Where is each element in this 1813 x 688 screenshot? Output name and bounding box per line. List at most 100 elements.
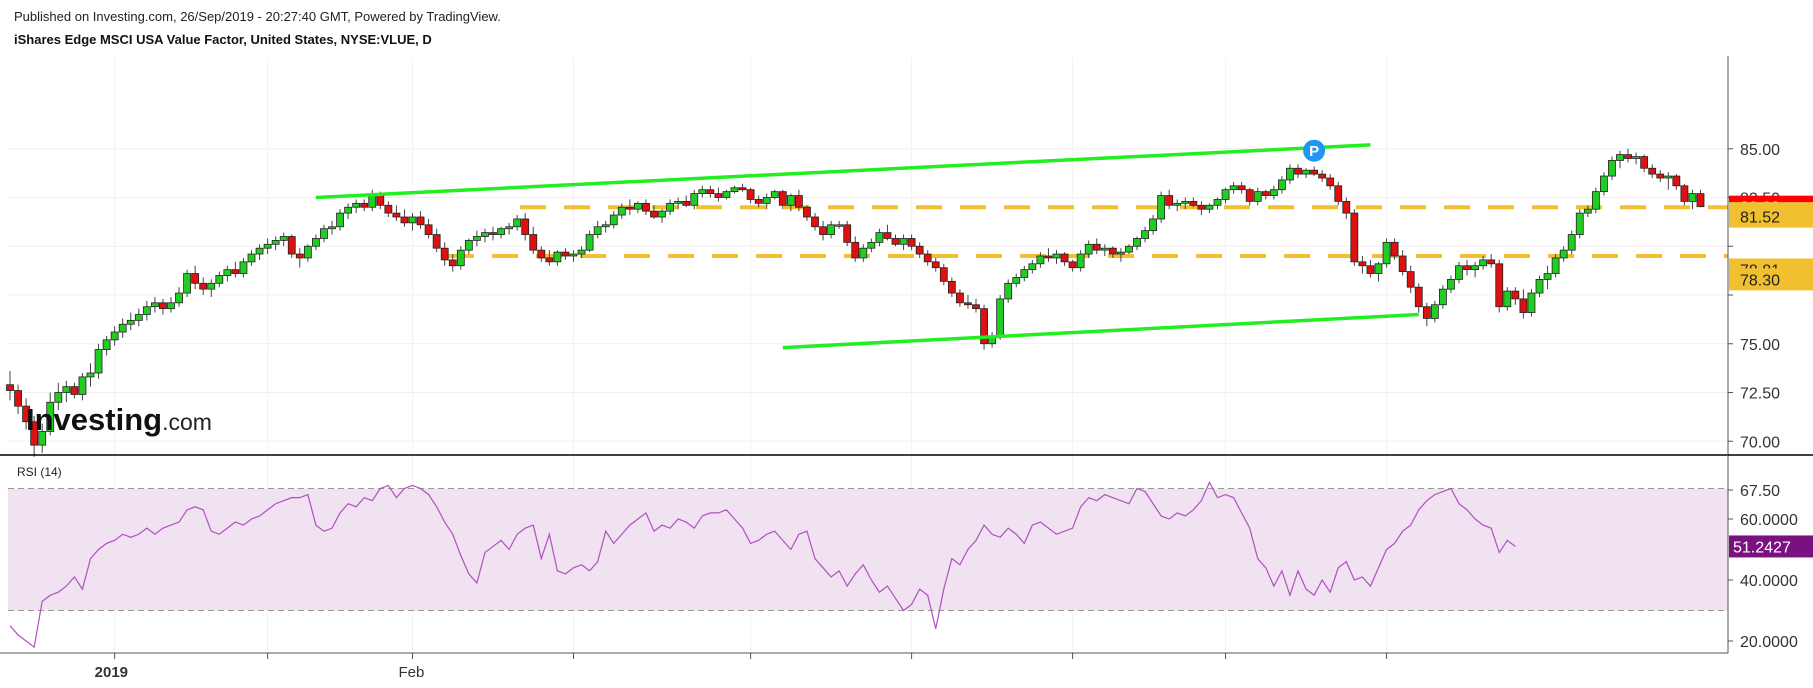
candle-down bbox=[972, 304, 980, 310]
candle-down bbox=[1414, 286, 1423, 308]
candle-down bbox=[1342, 200, 1351, 214]
candle-up bbox=[408, 216, 417, 224]
candle-up bbox=[1141, 230, 1149, 239]
candle-down bbox=[1487, 259, 1496, 265]
candle-up bbox=[167, 302, 175, 310]
candle-down bbox=[191, 273, 200, 284]
rsi-line bbox=[9, 481, 1516, 649]
candle-down bbox=[819, 226, 827, 235]
candle-up bbox=[1052, 253, 1061, 259]
candle-down bbox=[424, 224, 433, 235]
candle-up bbox=[102, 339, 111, 351]
candle-down bbox=[931, 261, 940, 269]
candle-up bbox=[1591, 191, 1600, 210]
candle-up bbox=[505, 226, 514, 230]
candle-down bbox=[1358, 261, 1367, 267]
candle-up bbox=[1471, 265, 1479, 271]
candle-up bbox=[1374, 263, 1383, 274]
instrument-title: iShares Edge MSCI USA Value Factor, Unit… bbox=[14, 32, 432, 47]
price-tick-label: 72.50 bbox=[1740, 386, 1780, 403]
candle-up bbox=[134, 314, 143, 321]
price-tick-label: 85.00 bbox=[1740, 142, 1780, 159]
candle-down bbox=[1060, 253, 1069, 263]
candle-down bbox=[1334, 185, 1343, 202]
candle-up bbox=[78, 376, 87, 395]
candle-up bbox=[1076, 253, 1085, 269]
candle-down bbox=[778, 191, 787, 206]
candle-down bbox=[1398, 255, 1407, 272]
candle-down bbox=[642, 202, 650, 212]
candle-up bbox=[1535, 278, 1544, 294]
candle-down bbox=[843, 224, 852, 243]
candle-down bbox=[746, 189, 755, 200]
candle-up bbox=[1382, 241, 1391, 265]
candle-down bbox=[1326, 177, 1335, 187]
candle-down bbox=[754, 199, 763, 204]
candle-down bbox=[915, 245, 924, 255]
candle-down bbox=[1237, 185, 1246, 191]
event-marker[interactable]: P bbox=[1303, 139, 1326, 162]
candle-up bbox=[658, 210, 666, 218]
candle-down bbox=[432, 234, 441, 249]
candle-down bbox=[529, 234, 538, 251]
candle-up bbox=[352, 202, 361, 208]
candle-down bbox=[30, 421, 39, 446]
candle-up bbox=[1157, 195, 1166, 220]
candle-up bbox=[62, 386, 71, 393]
candle-down bbox=[199, 282, 208, 290]
candle-down bbox=[416, 216, 425, 226]
candle-down bbox=[376, 195, 385, 206]
candle-up bbox=[1205, 204, 1214, 210]
time-axis: 2019 Feb bbox=[95, 653, 1388, 681]
candle-down bbox=[891, 238, 900, 245]
candle-up bbox=[1608, 160, 1616, 177]
candle-up bbox=[1269, 189, 1278, 196]
candle-down bbox=[295, 253, 304, 259]
candle-up bbox=[1149, 218, 1157, 232]
candle-up bbox=[472, 236, 481, 241]
candle-up bbox=[271, 239, 280, 245]
candle-down bbox=[1318, 173, 1327, 179]
candle-up bbox=[1455, 265, 1463, 280]
candle-up bbox=[38, 431, 47, 446]
candle-up bbox=[770, 191, 779, 198]
candle-up bbox=[859, 247, 868, 259]
candle-up bbox=[1213, 199, 1222, 206]
candle-up bbox=[867, 241, 876, 249]
support-resistance-levels bbox=[448, 205, 1728, 258]
candle-down bbox=[923, 253, 932, 263]
candle-up bbox=[1688, 193, 1697, 202]
candle-up bbox=[263, 243, 272, 249]
candle-up bbox=[899, 238, 908, 245]
candle-down bbox=[964, 302, 972, 306]
candle-down bbox=[682, 200, 691, 206]
candle-down bbox=[1108, 247, 1117, 255]
candle-down bbox=[706, 189, 715, 194]
candle-down bbox=[1366, 265, 1375, 274]
candle-up bbox=[1632, 156, 1640, 159]
level-price-label: 81.52 bbox=[1740, 210, 1780, 227]
candle-down bbox=[400, 216, 409, 224]
candle-down bbox=[22, 405, 31, 423]
candle-down bbox=[714, 193, 723, 198]
candle-up bbox=[239, 261, 248, 274]
candle-down bbox=[1165, 195, 1174, 206]
candle-down bbox=[939, 267, 948, 282]
candle-up bbox=[1430, 304, 1439, 319]
candle-up bbox=[336, 212, 344, 228]
candle-down bbox=[231, 269, 240, 274]
candle-up bbox=[1133, 238, 1141, 247]
candle-down bbox=[811, 216, 819, 228]
candle-down bbox=[956, 292, 964, 304]
rsi-tick-label: 40.0000 bbox=[1740, 573, 1798, 590]
candle-up bbox=[585, 234, 594, 251]
candle-up bbox=[1181, 200, 1190, 204]
candle-up bbox=[320, 228, 328, 239]
candle-up bbox=[86, 372, 95, 378]
candle-down bbox=[561, 251, 570, 257]
candle-up bbox=[481, 232, 489, 237]
candle-up bbox=[1020, 269, 1029, 278]
candle-up bbox=[328, 226, 336, 230]
